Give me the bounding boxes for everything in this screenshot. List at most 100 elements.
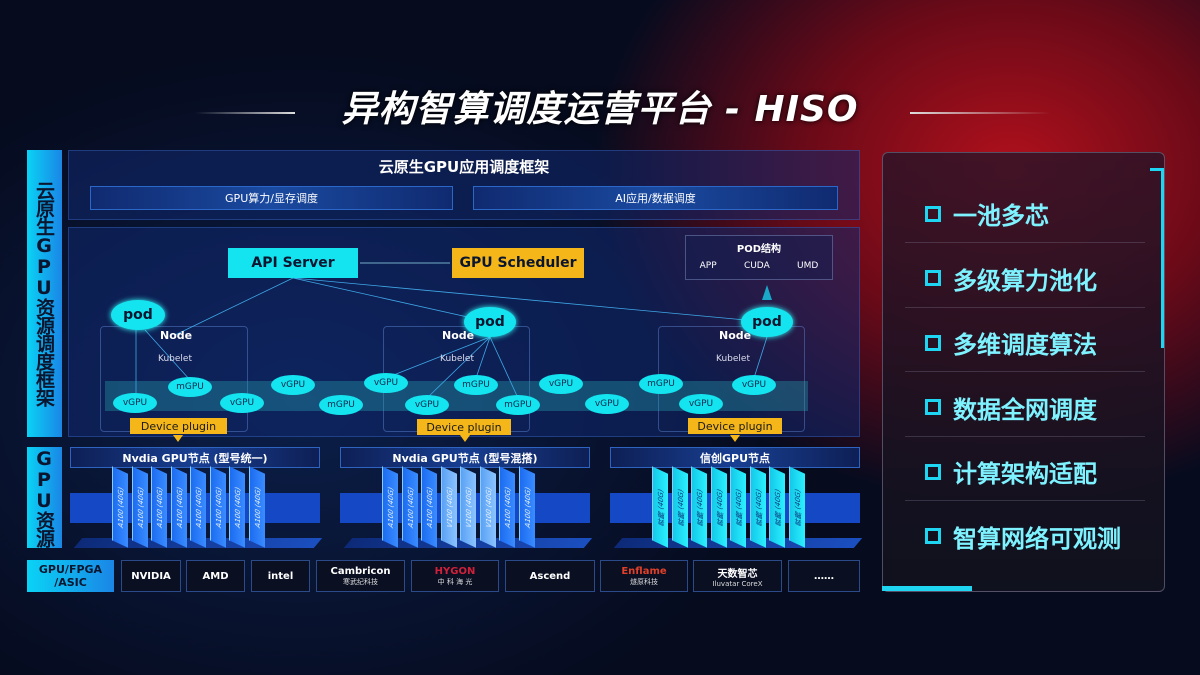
feature-label: 多级算力池化 (953, 266, 1097, 295)
api-server-box[interactable]: API Server (228, 248, 358, 278)
feature-label: 数据全网调度 (953, 395, 1097, 424)
checkbox-icon (925, 528, 941, 544)
kubelet-label-2: Kubelet (440, 354, 474, 364)
gpu-card-label: A100 (40G) (175, 485, 183, 530)
gpu-card: 昇腾 (40G) (730, 466, 746, 548)
gpu-card-label: 昇腾 (40G) (754, 487, 762, 528)
vendor-name: 天数智芯 (717, 568, 758, 580)
gpu-card: A100 (40G) (112, 466, 128, 548)
gpu-card: 昇腾 (40G) (671, 466, 688, 548)
pod-3[interactable]: pod (741, 307, 793, 337)
gpu-unit-mgpu[interactable]: mGPU (454, 375, 498, 395)
gpu-card-label: 昇腾 (40G) (734, 487, 743, 528)
gpu-card-label: A100 (40G) (386, 485, 395, 530)
feature-label: 计算架构适配 (953, 460, 1097, 488)
pod-1[interactable]: pod (111, 300, 165, 330)
divider (905, 435, 1145, 437)
gpu-unit-mgpu[interactable]: mGPU (168, 377, 212, 397)
gpu-unit-vgpu[interactable]: vGPU (539, 374, 583, 394)
gpu-compute-memory-scheduling: GPU算力/显存调度 (90, 186, 453, 210)
kubelet-label-3: Kubelet (716, 354, 750, 364)
vendor-name: Cambricon (330, 565, 391, 577)
gpu-card-label: 昇腾 (40G) (715, 487, 723, 528)
pod-2[interactable]: pod (464, 307, 516, 337)
device-plugin-3: Device plugin (688, 418, 782, 434)
page-title: 异构智算调度运营平台 - HISO (341, 89, 859, 130)
gpu-card-label: A100 (40G) (136, 485, 144, 530)
feature-item: 数据全网调度 (925, 390, 1097, 425)
panel-bottom-accent (882, 586, 972, 591)
gpu-unit-vgpu[interactable]: vGPU (364, 373, 408, 393)
gpu-card: 昇腾 (40G) (749, 466, 766, 548)
gpu-card-label: 昇腾 (40G) (793, 487, 801, 528)
vendor-name: HYGON (434, 565, 476, 577)
feature-item: 多级算力池化 (925, 261, 1097, 296)
pod-structure-box: POD结构 APP CUDA UMD (685, 235, 833, 280)
gpu-node-header-3: 信创GPU节点 (610, 447, 860, 468)
feature-item: 多维调度算法 (925, 325, 1097, 360)
divider (905, 371, 1145, 372)
feature-label: 智算网络可观测 (953, 524, 1121, 553)
divider (905, 500, 1145, 501)
gpu-unit-vgpu[interactable]: vGPU (271, 375, 315, 395)
vendor-logo-5: HYGON 中 科 海 光 (411, 560, 499, 592)
title-line-left (195, 112, 295, 114)
feature-label: 多维调度算法 (953, 331, 1097, 359)
gpu-unit-vgpu[interactable]: vGPU (405, 395, 449, 415)
vendor-name: …… (814, 570, 834, 582)
gpu-unit-mgpu[interactable]: mGPU (319, 395, 363, 415)
divider (905, 242, 1145, 243)
gpu-card: V100 (40G) (479, 466, 496, 548)
gpu-card-label: A100 (40G) (155, 485, 164, 530)
gpu-card: A100 (40G) (229, 466, 245, 548)
pod-cuda: CUDA (743, 261, 770, 271)
gpu-card: A100 (40G) (131, 466, 148, 548)
gpu-unit-vgpu[interactable]: vGPU (113, 393, 157, 413)
gpu-card: A100 (40G) (518, 466, 535, 548)
checkbox-icon (925, 205, 941, 222)
gpu-unit-vgpu[interactable]: vGPU (220, 393, 264, 413)
checkbox-icon (925, 463, 941, 480)
vendor-name: AMD (202, 570, 229, 582)
gpu-card-label: A100 (40G) (233, 485, 242, 530)
vendor-name: intel (267, 570, 294, 582)
node-label-3: Node (719, 329, 752, 342)
gpu-node-header-2: Nvdia GPU节点 (型号混搭) (340, 447, 590, 468)
gpu-card-label: V100 (40G) (445, 485, 453, 530)
vendor-name: Ascend (529, 570, 571, 582)
vendor-logo-9: …… (788, 560, 860, 592)
gpu-card-label: A100 (40G) (253, 485, 261, 530)
gpu-card-label: 昇腾 (40G) (656, 487, 665, 528)
pod-structure-title: POD结构 (736, 244, 782, 255)
gpu-card: V100 (40G) (440, 466, 457, 548)
gpu-card: 昇腾 (40G) (710, 466, 727, 548)
gpu-card: A100 (40G) (382, 466, 398, 548)
gpu-unit-mgpu[interactable]: mGPU (496, 395, 540, 415)
gpu-unit-vgpu[interactable]: vGPU (585, 394, 629, 414)
label-scheduling-framework: 云原生GPU资源调度框架 (27, 150, 62, 437)
gpu-card-label: A100 (40G) (116, 485, 125, 530)
gpu-unit-vgpu[interactable]: vGPU (732, 375, 776, 395)
gpu-node-header-1: Nvdia GPU节点 (型号统一) (70, 447, 320, 468)
vendor-logo-4: Cambricon 寒武纪科技 (316, 560, 405, 592)
gpu-scheduler-box[interactable]: GPU Scheduler (452, 248, 584, 278)
gpu-card: 昇腾 (40G) (691, 466, 707, 548)
gpu-card-label: V100 (40G) (484, 485, 492, 530)
gpu-card-label: A100 (40G) (194, 485, 203, 530)
label-gpu-resources: GPU资源 (27, 447, 62, 548)
node-label-2: Node (442, 329, 475, 342)
vendor-logo-1: NVIDIA (121, 560, 181, 592)
gpu-unit-vgpu[interactable]: vGPU (679, 394, 723, 414)
gpu-unit-mgpu[interactable]: mGPU (639, 374, 683, 394)
gpu-card: A100 (40G) (209, 466, 226, 548)
feature-item: 计算架构适配 (925, 454, 1097, 489)
pod-app: APP (699, 261, 717, 271)
vendor-subname: 寒武纪科技 (343, 577, 378, 586)
gpu-card-label: 昇腾 (40G) (695, 487, 704, 528)
gpu-card-label: 昇腾 (40G) (773, 487, 782, 528)
vendor-subname: 燧原科技 (630, 577, 658, 586)
vendor-logo-3: intel (251, 560, 310, 592)
ai-app-data-scheduling: AI应用/数据调度 (473, 186, 838, 210)
vendor-name: NVIDIA (131, 570, 171, 582)
